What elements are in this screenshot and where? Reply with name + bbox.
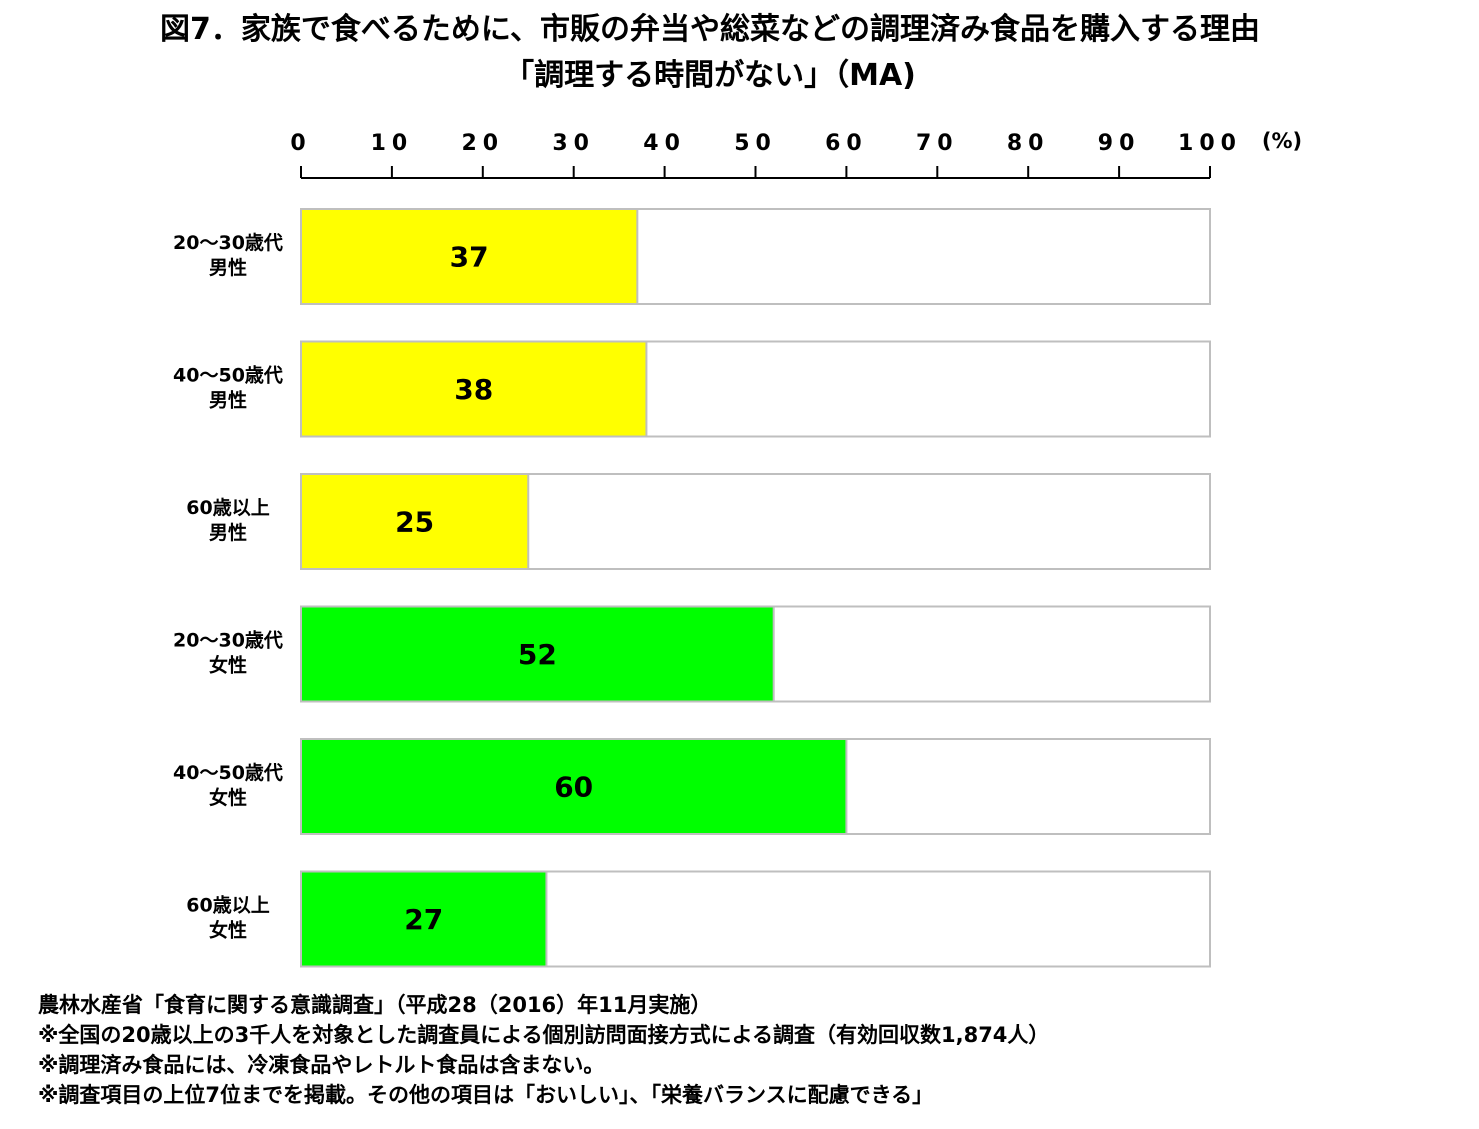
bar (300, 738, 848, 835)
data-label: 38 (454, 373, 493, 406)
data-label: 27 (404, 903, 443, 936)
x-tick-label: 40 (643, 131, 686, 156)
footnote-survey-method: ※全国の20歳以上の3千人を対象とした調査員による個別訪問面接方式による調査（有… (38, 1023, 1050, 1047)
category-label: 女性 (209, 786, 247, 809)
x-tick-label: 80 (1007, 131, 1050, 156)
data-label: 25 (395, 506, 434, 539)
x-axis-unit-label: (%) (1262, 129, 1302, 153)
category-label: 60歳以上 (186, 497, 269, 519)
category-label: 男性 (209, 521, 247, 544)
bar (300, 870, 548, 968)
category-label: 40～50歳代 (173, 762, 283, 784)
category-label: 20～30歳代 (173, 630, 283, 652)
bar (300, 208, 639, 305)
x-tick-label: 20 (461, 131, 504, 156)
data-label: 37 (450, 241, 489, 274)
category-label: 女性 (209, 919, 247, 942)
category-label: 40～50歳代 (173, 365, 283, 387)
x-tick-label: 0 (290, 131, 311, 156)
category-label: 男性 (209, 256, 247, 279)
x-tick-label: 30 (552, 131, 595, 156)
x-axis: 0 10 20 30 40 50 60 70 80 90 100 (%) (290, 129, 1302, 179)
footnote-items: ※調査項目の上位7位までを掲載。その他の項目は「おいしい」、「栄養バランスに配慮… (38, 1083, 934, 1107)
x-tick-label: 70 (916, 131, 959, 156)
x-tick-label: 60 (825, 131, 868, 156)
category-label: 女性 (209, 654, 247, 677)
source-note: 農林水産省「食育に関する意識調査」（平成28（2016）年11月実施） (38, 993, 712, 1017)
bar (300, 340, 648, 438)
source-notes: 農林水産省「食育に関する意識調査」（平成28（2016）年11月実施） ※全国の… (38, 990, 1049, 1110)
x-tick-label: 90 (1098, 131, 1141, 156)
data-label: 60 (554, 771, 593, 804)
bar (300, 605, 775, 703)
category-label: 男性 (209, 389, 247, 412)
x-tick-label: 50 (734, 131, 777, 156)
x-tick-label: 100 (1178, 131, 1242, 156)
chart-title-line2: 「調理する時間がない」（MA) (504, 58, 916, 93)
data-label: 52 (518, 638, 557, 671)
chart-title-line1: 図7．家族で食べるために、市販の弁当や総菜などの調理済み食品を購入する理由 (160, 12, 1260, 47)
x-tick-label: 10 (371, 131, 414, 156)
bar (300, 473, 530, 570)
category-label: 60歳以上 (186, 895, 269, 917)
bars: 3720～30歳代男性3840～50歳代男性2560歳以上男性5220～30歳代… (173, 208, 1211, 968)
footnote-exclusions: ※調理済み食品には、冷凍食品やレトルト食品は含まない。 (38, 1053, 605, 1077)
category-label: 20～30歳代 (173, 232, 283, 254)
